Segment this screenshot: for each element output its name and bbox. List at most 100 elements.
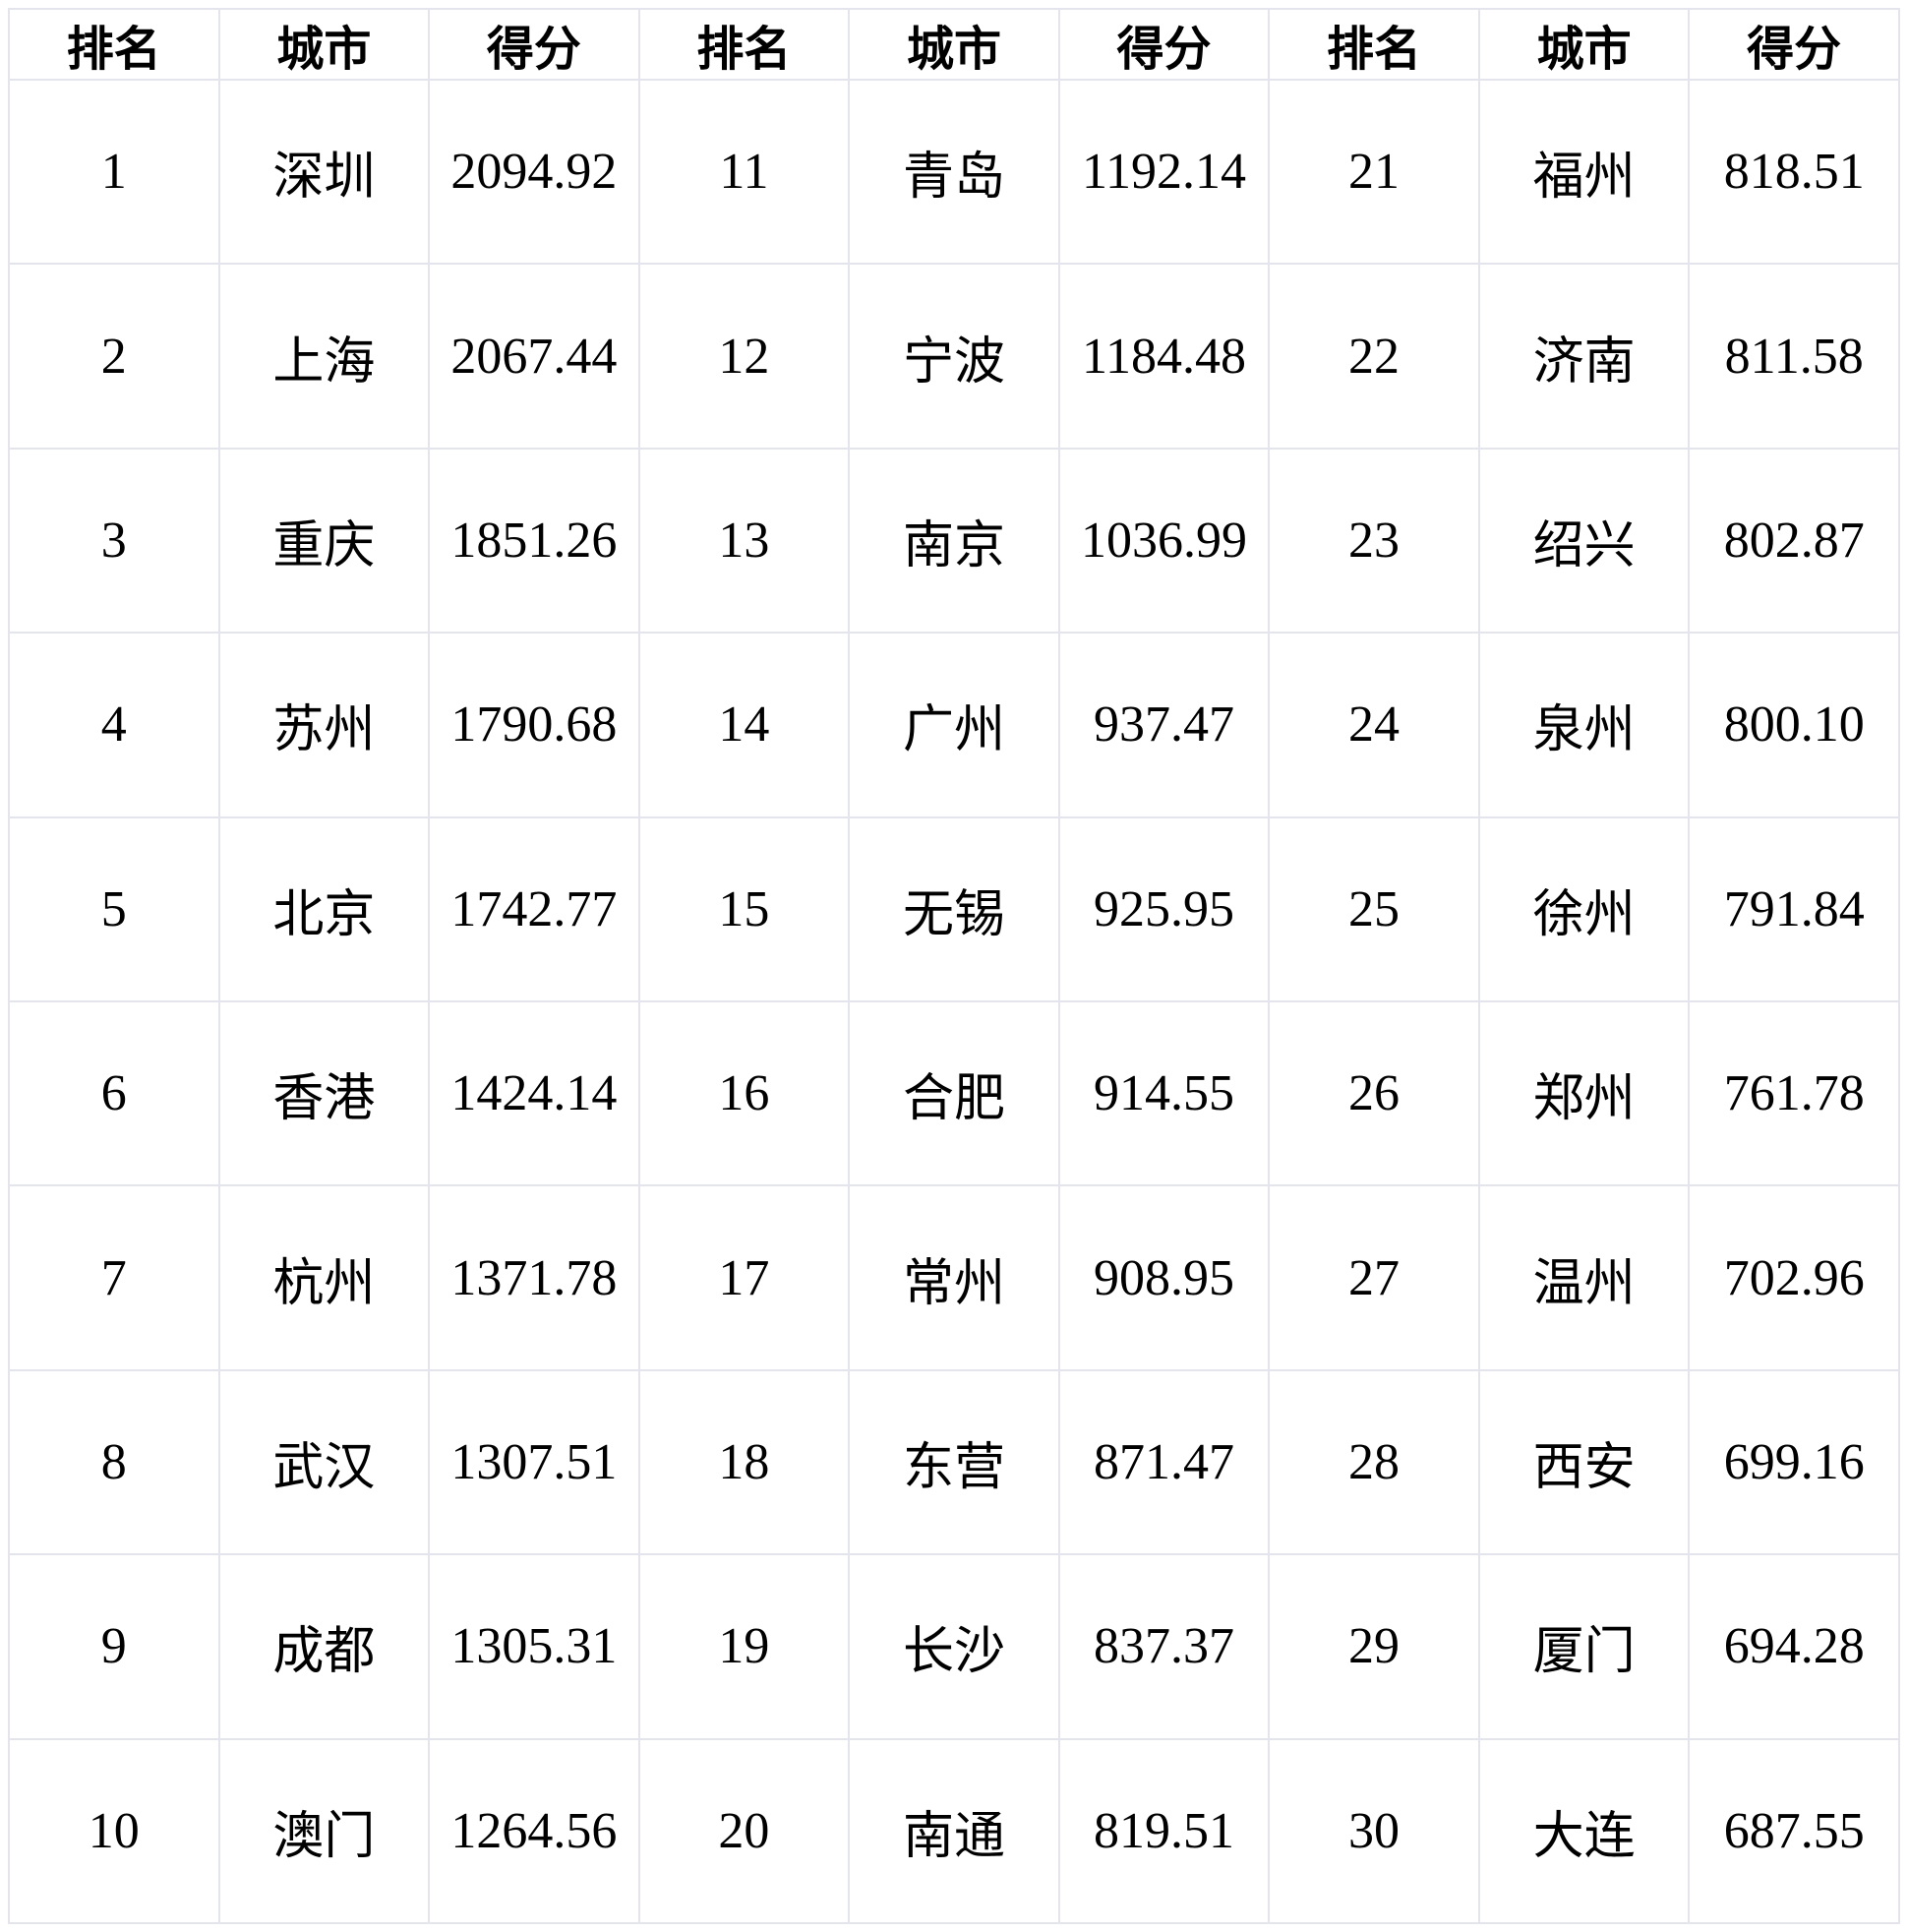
rank-cell: 18 bbox=[637, 1368, 851, 1556]
rank-cell: 17 bbox=[637, 1184, 851, 1371]
score-cell: 1305.31 bbox=[428, 1553, 640, 1740]
score-cell: 819.51 bbox=[1057, 1737, 1271, 1925]
rank-cell: 9 bbox=[8, 1553, 220, 1740]
city-cell: 西安 bbox=[1477, 1368, 1691, 1556]
table-row: 2 上海 2067.44 12 宁波 1184.48 22 济南 811.58 bbox=[8, 263, 1900, 450]
score-cell: 761.78 bbox=[1688, 999, 1900, 1187]
rank-cell: 4 bbox=[8, 632, 220, 818]
city-cell: 济南 bbox=[1477, 263, 1691, 450]
city-cell: 合肥 bbox=[848, 999, 1060, 1187]
rank-cell: 28 bbox=[1268, 1368, 1480, 1556]
rank-cell: 29 bbox=[1268, 1553, 1480, 1740]
city-cell: 大连 bbox=[1477, 1737, 1691, 1925]
header-cell-score: 得分 bbox=[1057, 8, 1271, 81]
header-cell-rank: 排名 bbox=[1268, 8, 1480, 81]
city-cell: 上海 bbox=[217, 263, 431, 450]
score-cell: 800.10 bbox=[1688, 632, 1900, 818]
score-cell: 1192.14 bbox=[1057, 78, 1271, 266]
rank-cell: 24 bbox=[1268, 632, 1480, 818]
city-cell: 常州 bbox=[848, 1184, 1060, 1371]
score-cell: 791.84 bbox=[1688, 815, 1900, 1002]
rank-cell: 7 bbox=[8, 1184, 220, 1371]
score-cell: 1307.51 bbox=[428, 1368, 640, 1556]
city-cell: 东营 bbox=[848, 1368, 1060, 1556]
city-cell: 北京 bbox=[217, 815, 431, 1002]
city-cell: 徐州 bbox=[1477, 815, 1691, 1002]
city-cell: 青岛 bbox=[848, 78, 1060, 266]
score-cell: 802.87 bbox=[1688, 447, 1900, 634]
score-cell: 818.51 bbox=[1688, 78, 1900, 266]
score-cell: 837.37 bbox=[1057, 1553, 1271, 1740]
rank-cell: 19 bbox=[637, 1553, 851, 1740]
table-body: 1 深圳 2094.92 11 青岛 1192.14 21 福州 818.51 … bbox=[8, 78, 1900, 1925]
rank-cell: 25 bbox=[1268, 815, 1480, 1002]
score-cell: 1742.77 bbox=[428, 815, 640, 1002]
rank-cell: 11 bbox=[637, 78, 851, 266]
score-cell: 811.58 bbox=[1688, 263, 1900, 450]
city-cell: 南京 bbox=[848, 447, 1060, 634]
table-row: 1 深圳 2094.92 11 青岛 1192.14 21 福州 818.51 bbox=[8, 78, 1900, 266]
rank-cell: 5 bbox=[8, 815, 220, 1002]
rank-cell: 22 bbox=[1268, 263, 1480, 450]
rank-cell: 1 bbox=[8, 78, 220, 266]
table-row: 5 北京 1742.77 15 无锡 925.95 25 徐州 791.84 bbox=[8, 815, 1900, 1002]
rank-cell: 23 bbox=[1268, 447, 1480, 634]
score-cell: 925.95 bbox=[1057, 815, 1271, 1002]
score-cell: 1036.99 bbox=[1057, 447, 1271, 634]
rank-cell: 14 bbox=[637, 632, 851, 818]
rank-cell: 6 bbox=[8, 999, 220, 1187]
city-cell: 深圳 bbox=[217, 78, 431, 266]
city-cell: 泉州 bbox=[1477, 632, 1691, 818]
rank-cell: 20 bbox=[637, 1737, 851, 1925]
score-cell: 2094.92 bbox=[428, 78, 640, 266]
city-cell: 香港 bbox=[217, 999, 431, 1187]
score-cell: 871.47 bbox=[1057, 1368, 1271, 1556]
city-cell: 长沙 bbox=[848, 1553, 1060, 1740]
rank-cell: 2 bbox=[8, 263, 220, 450]
score-cell: 1264.56 bbox=[428, 1737, 640, 1925]
rank-cell: 21 bbox=[1268, 78, 1480, 266]
score-cell: 2067.44 bbox=[428, 263, 640, 450]
header-cell-city: 城市 bbox=[217, 8, 431, 81]
header-row: 排名 城市 得分 排名 城市 得分 排名 城市 得分 bbox=[8, 8, 1900, 81]
table-row: 7 杭州 1371.78 17 常州 908.95 27 温州 702.96 bbox=[8, 1184, 1900, 1371]
table-row: 3 重庆 1851.26 13 南京 1036.99 23 绍兴 802.87 bbox=[8, 447, 1900, 634]
city-cell: 南通 bbox=[848, 1737, 1060, 1925]
rank-cell: 3 bbox=[8, 447, 220, 634]
score-cell: 699.16 bbox=[1688, 1368, 1900, 1556]
city-cell: 郑州 bbox=[1477, 999, 1691, 1187]
city-cell: 苏州 bbox=[217, 632, 431, 818]
rank-cell: 10 bbox=[8, 1737, 220, 1925]
city-cell: 重庆 bbox=[217, 447, 431, 634]
header-cell-rank: 排名 bbox=[8, 8, 220, 81]
score-cell: 702.96 bbox=[1688, 1184, 1900, 1371]
city-ranking-table: 排名 城市 得分 排名 城市 得分 排名 城市 得分 1 深圳 2094.92 … bbox=[8, 8, 1900, 1925]
header-cell-city: 城市 bbox=[848, 8, 1060, 81]
score-cell: 908.95 bbox=[1057, 1184, 1271, 1371]
table-row: 6 香港 1424.14 16 合肥 914.55 26 郑州 761.78 bbox=[8, 999, 1900, 1187]
score-cell: 1184.48 bbox=[1057, 263, 1271, 450]
city-cell: 杭州 bbox=[217, 1184, 431, 1371]
table-row: 8 武汉 1307.51 18 东营 871.47 28 西安 699.16 bbox=[8, 1368, 1900, 1556]
score-cell: 937.47 bbox=[1057, 632, 1271, 818]
city-cell: 福州 bbox=[1477, 78, 1691, 266]
rank-cell: 12 bbox=[637, 263, 851, 450]
rank-cell: 30 bbox=[1268, 1737, 1480, 1925]
score-cell: 1371.78 bbox=[428, 1184, 640, 1371]
city-cell: 宁波 bbox=[848, 263, 1060, 450]
header-cell-score: 得分 bbox=[1688, 8, 1900, 81]
city-cell: 无锡 bbox=[848, 815, 1060, 1002]
city-cell: 武汉 bbox=[217, 1368, 431, 1556]
table-row: 9 成都 1305.31 19 长沙 837.37 29 厦门 694.28 bbox=[8, 1553, 1900, 1740]
table-row: 4 苏州 1790.68 14 广州 937.47 24 泉州 800.10 bbox=[8, 632, 1900, 818]
header-cell-score: 得分 bbox=[428, 8, 640, 81]
table-header: 排名 城市 得分 排名 城市 得分 排名 城市 得分 bbox=[8, 8, 1900, 81]
city-cell: 温州 bbox=[1477, 1184, 1691, 1371]
header-cell-city: 城市 bbox=[1477, 8, 1691, 81]
rank-cell: 26 bbox=[1268, 999, 1480, 1187]
score-cell: 1851.26 bbox=[428, 447, 640, 634]
rank-cell: 16 bbox=[637, 999, 851, 1187]
rank-cell: 27 bbox=[1268, 1184, 1480, 1371]
table-row: 10 澳门 1264.56 20 南通 819.51 30 大连 687.55 bbox=[8, 1737, 1900, 1925]
rank-cell: 8 bbox=[8, 1368, 220, 1556]
